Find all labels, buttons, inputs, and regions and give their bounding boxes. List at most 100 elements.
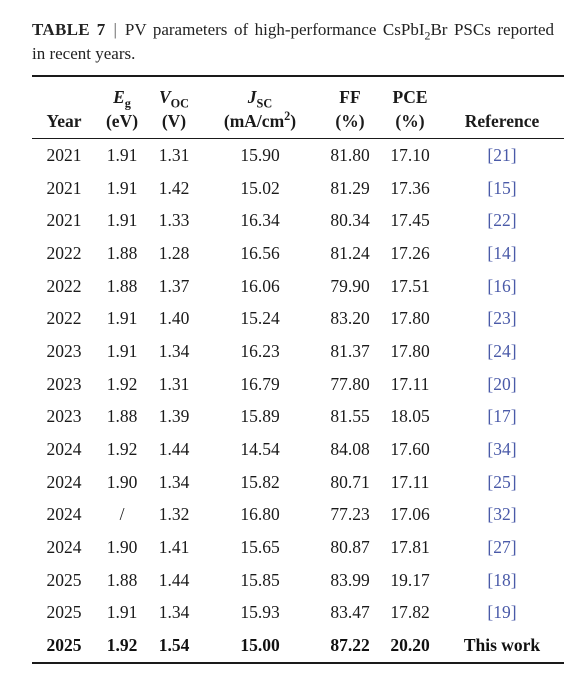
caption-text: PV parameters of high-performance CsPbI2… <box>32 20 554 63</box>
cell-eg: 1.92 <box>106 635 138 656</box>
reference-link[interactable]: [19] <box>487 602 517 623</box>
cell-eg: 1.88 <box>106 275 138 296</box>
cell-jsc: 15.02 <box>240 177 280 198</box>
cell-pce: 17.06 <box>390 504 430 525</box>
cell-jsc: 14.54 <box>240 439 280 460</box>
cell-pce: 17.45 <box>390 210 430 231</box>
cell-voc: 1.34 <box>158 602 190 623</box>
cell-year: 2024 <box>46 439 82 460</box>
cell-voc: 1.28 <box>158 242 190 263</box>
cell-pce: 19.17 <box>390 569 430 590</box>
cell-year: 2025 <box>46 602 82 623</box>
cell-ff: 79.90 <box>330 275 370 296</box>
table-row: 2022 1.88 1.28 16.56 81.24 17.26 [14] <box>32 237 564 270</box>
reference-link[interactable]: [32] <box>487 504 517 525</box>
cell-pce: 17.10 <box>390 144 430 165</box>
table-row: 2021 1.91 1.31 15.90 81.80 17.10 [21] <box>32 139 564 172</box>
reference-link[interactable]: [21] <box>487 144 517 165</box>
cell-eg: 1.91 <box>106 177 138 198</box>
reference-link[interactable]: [17] <box>487 406 517 427</box>
cell-jsc: 16.80 <box>240 504 280 525</box>
cell-ff: 80.34 <box>330 210 370 231</box>
table-row: 2024 1.90 1.41 15.65 80.87 17.81 [27] <box>32 531 564 564</box>
table-row: 2025 1.88 1.44 15.85 83.99 19.17 [18] <box>32 564 564 597</box>
cell-pce: 17.60 <box>390 439 430 460</box>
cell-pce: 17.11 <box>390 471 430 492</box>
cell-pce: 20.20 <box>390 635 430 656</box>
reference-link[interactable]: [24] <box>487 340 517 361</box>
reference-link[interactable]: [16] <box>487 275 517 296</box>
cell-jsc: 16.56 <box>240 242 280 263</box>
cell-year: 2021 <box>46 144 82 165</box>
cell-eg: 1.90 <box>106 471 138 492</box>
reference-link[interactable]: [25] <box>487 471 517 492</box>
cell-ff: 81.55 <box>330 406 370 427</box>
cell-pce: 17.26 <box>390 242 430 263</box>
reference-link[interactable]: [22] <box>487 210 517 231</box>
table-caption: TABLE 7 | PV parameters of high-performanc… <box>32 18 554 66</box>
header-voc: VOC (V) <box>148 76 200 139</box>
cell-voc: 1.34 <box>158 340 190 361</box>
cell-jsc: 15.65 <box>240 537 280 558</box>
table-row: 2022 1.91 1.40 15.24 83.20 17.80 [23] <box>32 302 564 335</box>
header-jsc: JSC (mA/cm2) <box>200 76 320 139</box>
header-pce: PCE (%) <box>380 76 440 139</box>
reference-link[interactable]: [15] <box>487 177 517 198</box>
cell-jsc: 16.79 <box>240 373 280 394</box>
cell-ff: 80.87 <box>330 537 370 558</box>
cell-eg: 1.91 <box>106 210 138 231</box>
header-year: Year <box>32 76 96 139</box>
cell-voc: 1.31 <box>158 373 190 394</box>
cell-pce: 17.36 <box>390 177 430 198</box>
table-row: 2021 1.91 1.42 15.02 81.29 17.36 [15] <box>32 172 564 205</box>
cell-year: 2022 <box>46 308 82 329</box>
cell-year: 2021 <box>46 177 82 198</box>
cell-voc: 1.39 <box>158 406 190 427</box>
cell-eg: 1.91 <box>106 144 138 165</box>
cell-year: 2024 <box>46 471 82 492</box>
cell-eg: 1.92 <box>106 373 138 394</box>
cell-voc: 1.42 <box>158 177 190 198</box>
cell-eg: 1.92 <box>106 439 138 460</box>
cell-ff: 83.20 <box>330 308 370 329</box>
caption-separator: | <box>113 20 117 39</box>
cell-ff: 87.22 <box>330 635 370 656</box>
reference-link[interactable]: [14] <box>487 242 517 263</box>
cell-pce: 17.80 <box>390 308 430 329</box>
cell-jsc: 16.23 <box>240 340 280 361</box>
cell-jsc: 16.34 <box>240 210 280 231</box>
reference-link[interactable]: [18] <box>487 569 517 590</box>
cell-voc: 1.41 <box>158 537 190 558</box>
cell-ff: 81.80 <box>330 144 370 165</box>
table-row: 2023 1.88 1.39 15.89 81.55 18.05 [17] <box>32 401 564 434</box>
cell-eg: 1.88 <box>106 569 138 590</box>
table-row: 2022 1.88 1.37 16.06 79.90 17.51 [16] <box>32 270 564 303</box>
reference-link[interactable]: [34] <box>487 439 517 460</box>
cell-jsc: 15.24 <box>240 308 280 329</box>
cell-year: 2023 <box>46 340 82 361</box>
cell-eg: 1.91 <box>106 308 138 329</box>
cell-voc: 1.31 <box>158 144 190 165</box>
table-row: 2023 1.91 1.34 16.23 81.37 17.80 [24] <box>32 335 564 368</box>
cell-jsc: 15.85 <box>240 569 280 590</box>
cell-reference: This work <box>463 635 541 656</box>
cell-jsc: 15.89 <box>240 406 280 427</box>
table-row: 2025 1.91 1.34 15.93 83.47 17.82 [19] <box>32 597 564 630</box>
cell-ff: 81.37 <box>330 340 370 361</box>
cell-eg: / <box>119 504 125 525</box>
reference-link[interactable]: [27] <box>487 537 517 558</box>
cell-jsc: 15.00 <box>240 635 280 656</box>
cell-pce: 17.80 <box>390 340 430 361</box>
cell-ff: 83.47 <box>330 602 370 623</box>
table-label: TABLE 7 <box>32 20 106 39</box>
cell-pce: 17.81 <box>390 537 430 558</box>
reference-link[interactable]: [20] <box>487 373 517 394</box>
reference-link[interactable]: [23] <box>487 308 517 329</box>
cell-eg: 1.91 <box>106 340 138 361</box>
cell-voc: 1.37 <box>158 275 190 296</box>
cell-ff: 80.71 <box>330 471 370 492</box>
cell-year: 2022 <box>46 275 82 296</box>
cell-voc: 1.54 <box>158 635 190 656</box>
cell-jsc: 15.93 <box>240 602 280 623</box>
header-eg: Eg (eV) <box>96 76 148 139</box>
